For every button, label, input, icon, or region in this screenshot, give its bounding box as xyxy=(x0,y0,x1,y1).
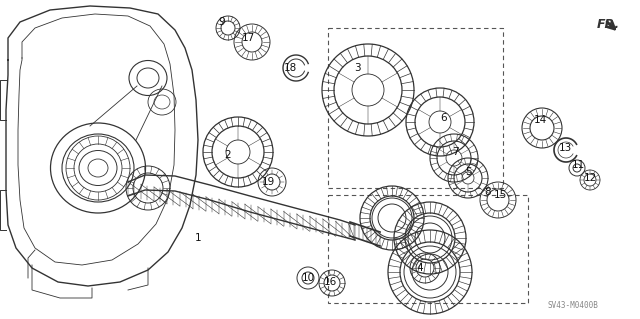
Text: 3: 3 xyxy=(354,63,360,73)
Text: 1: 1 xyxy=(195,233,202,243)
Text: 8: 8 xyxy=(484,187,492,197)
Text: 11: 11 xyxy=(572,160,584,170)
Text: 7: 7 xyxy=(452,147,458,157)
Text: 19: 19 xyxy=(261,177,275,187)
Text: SV43-M0400B: SV43-M0400B xyxy=(548,300,599,309)
Text: FR.: FR. xyxy=(597,19,620,32)
Text: 16: 16 xyxy=(323,277,337,287)
Text: 5: 5 xyxy=(465,167,471,177)
Bar xyxy=(328,195,528,303)
Bar xyxy=(328,28,503,188)
Text: 17: 17 xyxy=(241,33,255,43)
Text: 15: 15 xyxy=(493,190,507,200)
Text: 18: 18 xyxy=(284,63,296,73)
Text: 9: 9 xyxy=(219,17,225,27)
Text: 13: 13 xyxy=(558,143,572,153)
Text: 6: 6 xyxy=(441,113,447,123)
Text: 14: 14 xyxy=(533,115,547,125)
Text: 2: 2 xyxy=(225,150,231,160)
Text: 4: 4 xyxy=(417,263,423,273)
Text: 12: 12 xyxy=(584,173,596,183)
Text: 10: 10 xyxy=(301,273,315,283)
